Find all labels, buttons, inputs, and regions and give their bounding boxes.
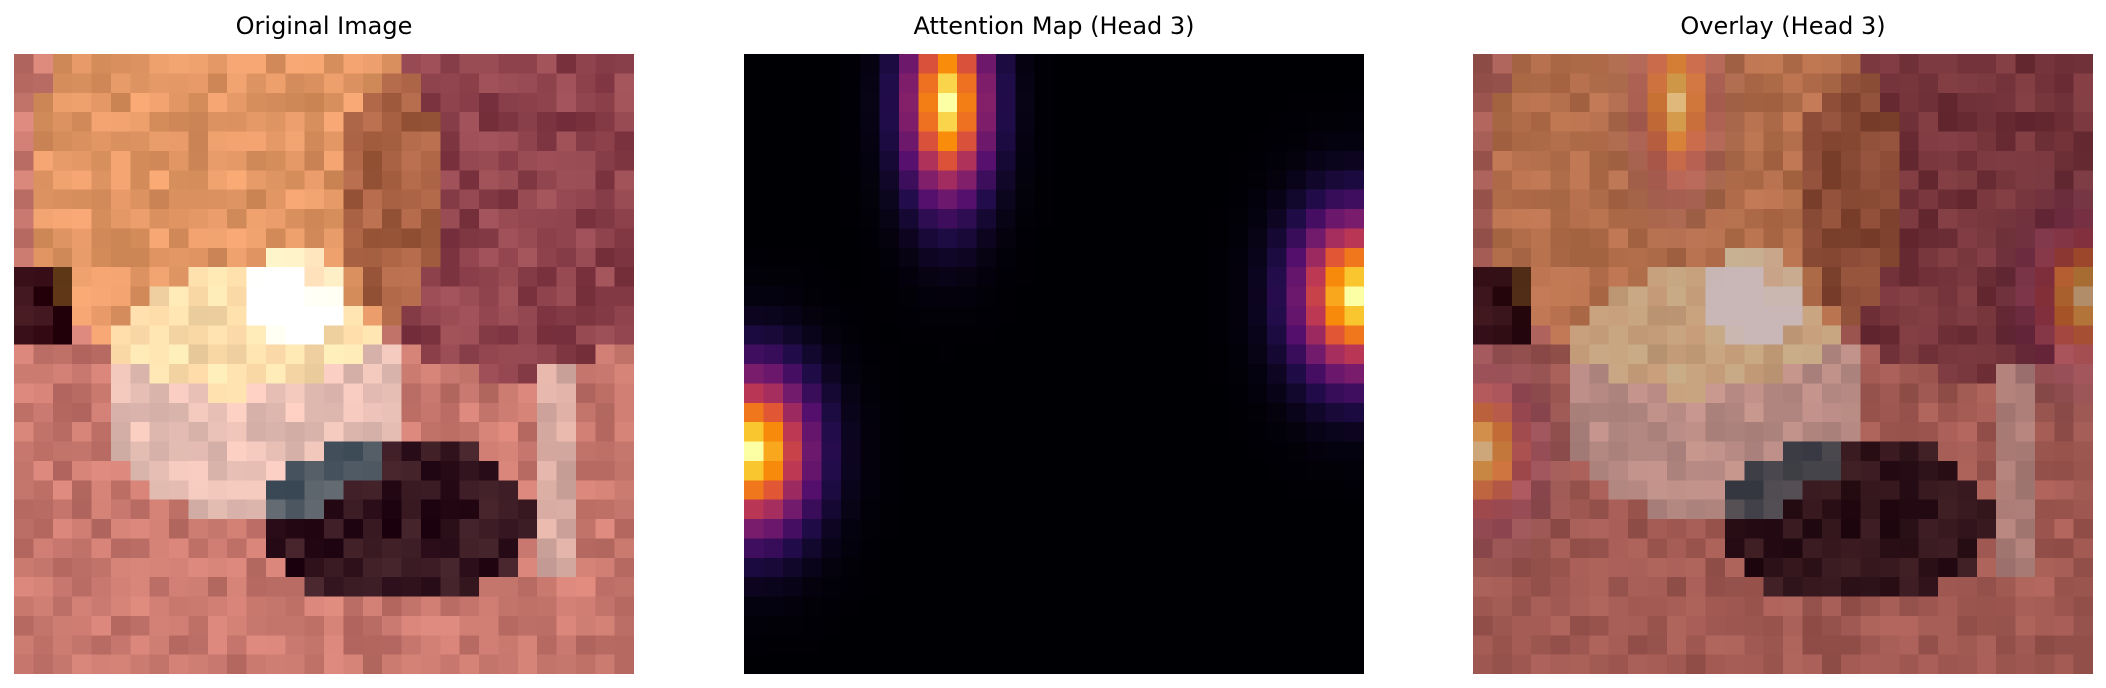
original-image <box>14 54 634 674</box>
overlay-image <box>1473 54 2093 674</box>
attention-map-title: Attention Map (Head 3) <box>913 12 1195 40</box>
attention-map-heatmap <box>744 54 1364 674</box>
overlay-title: Overlay (Head 3) <box>1680 12 1886 40</box>
original-image-title: Original Image <box>235 12 413 40</box>
